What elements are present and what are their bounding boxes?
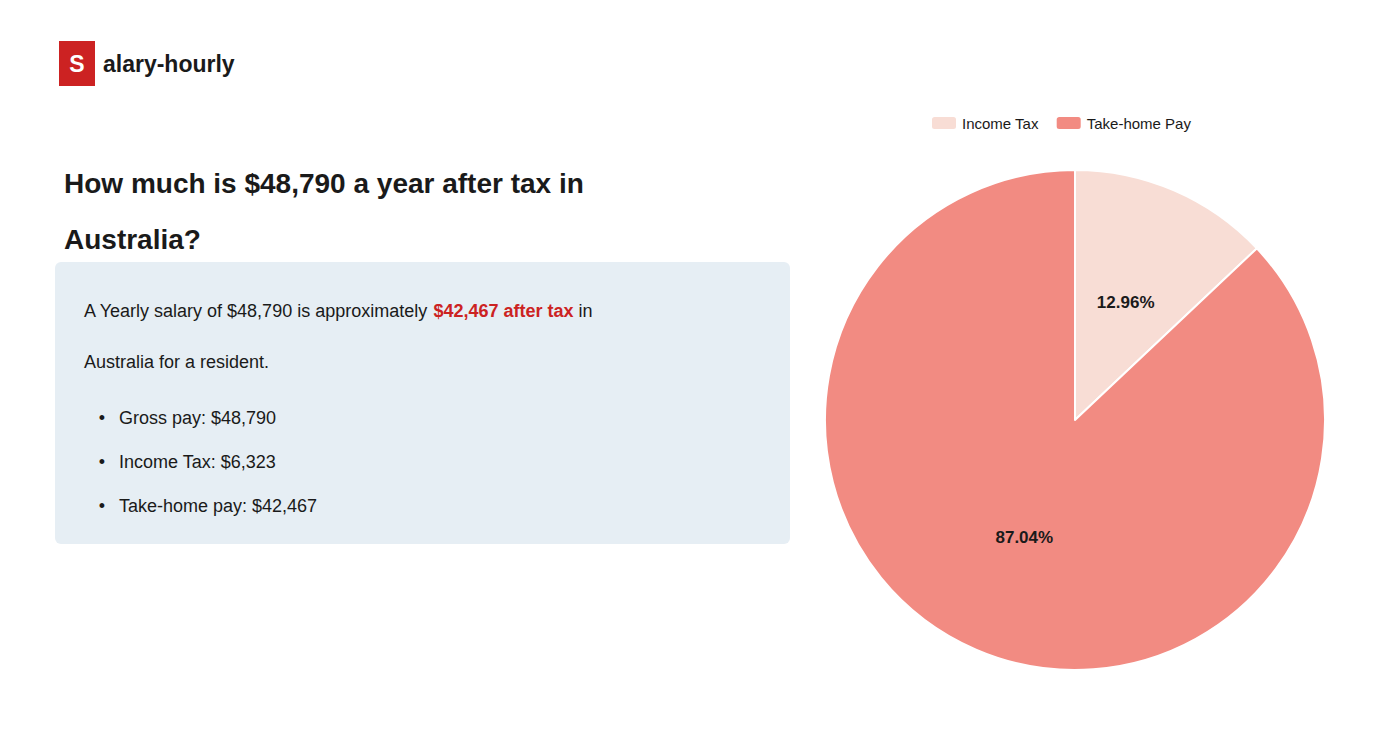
svg-text:Income Tax: $6,323: Income Tax: $6,323 [119, 452, 276, 472]
svg-text:Take-home Pay: Take-home Pay [1087, 115, 1192, 132]
svg-text:alary-hourly: alary-hourly [103, 51, 235, 77]
svg-text:Australia?: Australia? [64, 224, 201, 255]
svg-text:A Yearly salary of $48,790 is: A Yearly salary of $48,790 is approximat… [84, 301, 432, 321]
svg-text:87.04%: 87.04% [995, 528, 1053, 547]
svg-text:in: in [574, 301, 593, 321]
svg-text:Australia for a resident.: Australia for a resident. [84, 352, 269, 372]
svg-text:Income Tax: Income Tax [962, 115, 1039, 132]
svg-text:•: • [99, 408, 105, 428]
svg-text:Take-home pay: $42,467: Take-home pay: $42,467 [119, 496, 317, 516]
svg-text:S: S [69, 51, 84, 77]
svg-text:How much is $48,790 a year aft: How much is $48,790 a year after tax in [64, 168, 584, 199]
svg-text:•: • [99, 496, 105, 516]
svg-text:Gross pay: $48,790: Gross pay: $48,790 [119, 408, 276, 428]
svg-text:•: • [99, 452, 105, 472]
svg-text:$42,467 after tax: $42,467 after tax [434, 301, 574, 321]
svg-text:12.96%: 12.96% [1097, 293, 1155, 312]
